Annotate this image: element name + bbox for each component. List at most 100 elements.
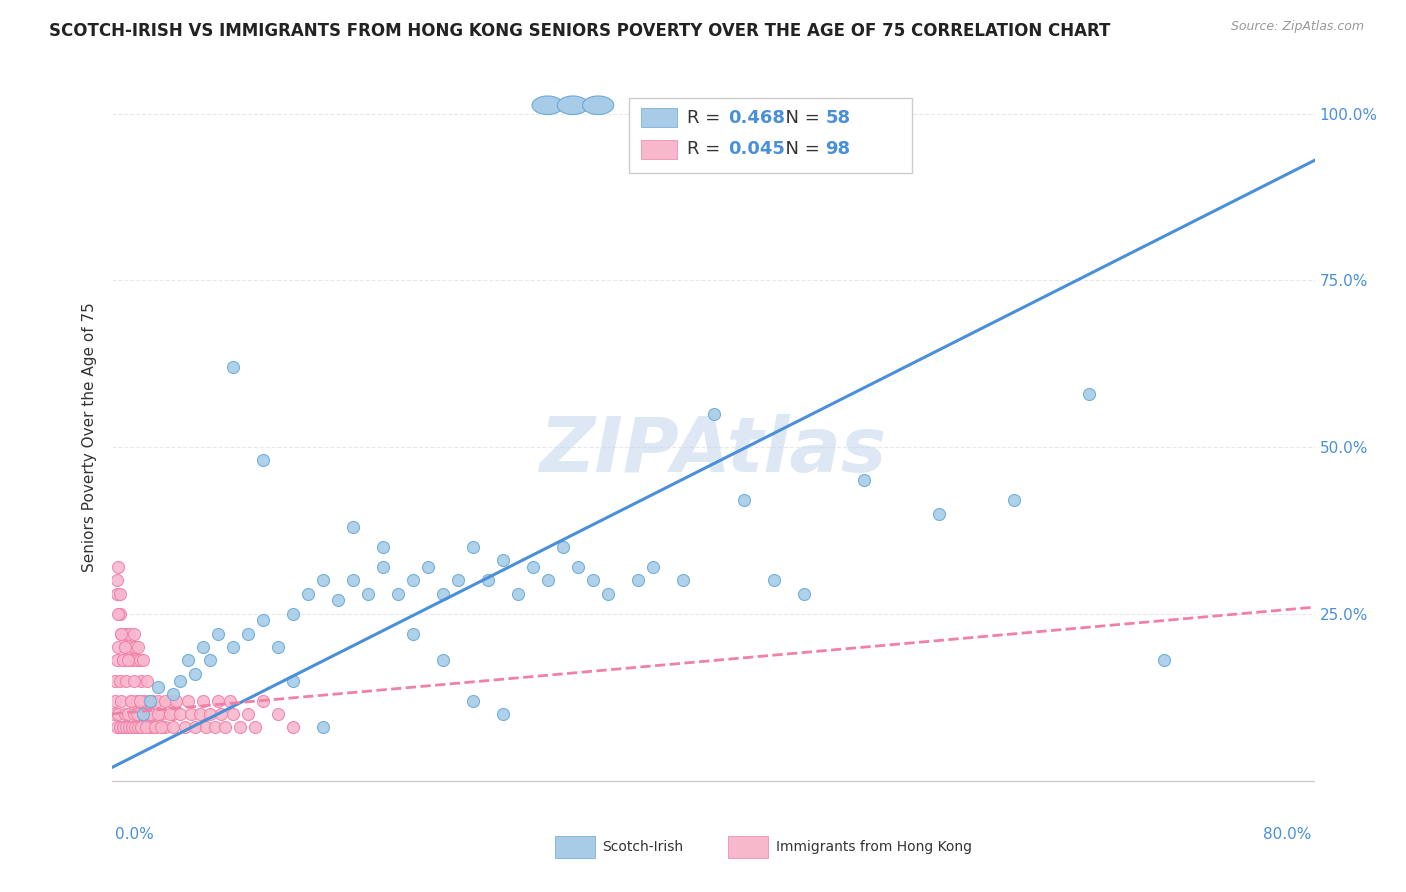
Point — [762, 574, 785, 588]
Point — [114, 640, 136, 655]
Point — [110, 627, 132, 641]
Point — [117, 653, 139, 667]
Point — [793, 587, 815, 601]
Point — [131, 706, 153, 721]
Point — [107, 640, 129, 655]
Point — [326, 593, 349, 607]
Text: N =: N = — [773, 109, 825, 127]
Point — [110, 627, 132, 641]
Point — [702, 407, 725, 421]
Point — [416, 560, 439, 574]
Y-axis label: Seniors Poverty Over the Age of 75: Seniors Poverty Over the Age of 75 — [82, 302, 97, 572]
Point — [146, 680, 169, 694]
Point — [194, 720, 217, 734]
Point — [107, 706, 129, 721]
Point — [222, 640, 245, 655]
Point — [733, 493, 755, 508]
Point — [252, 693, 274, 707]
Point — [461, 540, 484, 554]
Text: 58: 58 — [825, 109, 851, 127]
Point — [104, 693, 127, 707]
Point — [342, 574, 364, 588]
Point — [852, 474, 875, 488]
Point — [128, 706, 150, 721]
Point — [162, 706, 184, 721]
Point — [136, 673, 159, 688]
Point — [139, 706, 162, 721]
Point — [107, 560, 129, 574]
Text: N =: N = — [773, 141, 825, 159]
Point — [236, 627, 259, 641]
Point — [128, 693, 150, 707]
Point — [180, 706, 202, 721]
Point — [191, 640, 214, 655]
Point — [111, 653, 134, 667]
Point — [281, 720, 304, 734]
Point — [114, 640, 136, 655]
Point — [146, 706, 169, 721]
Point — [146, 693, 169, 707]
Point — [105, 720, 128, 734]
Text: 80.0%: 80.0% — [1264, 827, 1312, 841]
Point — [108, 587, 131, 601]
Point — [198, 653, 221, 667]
Point — [103, 706, 125, 721]
Point — [162, 687, 184, 701]
Point — [252, 614, 274, 628]
Point — [117, 706, 139, 721]
Point — [118, 720, 141, 734]
Point — [105, 653, 128, 667]
Point — [124, 640, 146, 655]
Point — [118, 627, 141, 641]
Point — [387, 587, 409, 601]
Point — [1078, 386, 1101, 401]
Point — [461, 693, 484, 707]
Text: Immigrants from Hong Kong: Immigrants from Hong Kong — [776, 839, 972, 854]
Point — [124, 720, 146, 734]
Point — [120, 693, 142, 707]
Point — [184, 666, 207, 681]
Point — [143, 720, 166, 734]
Point — [128, 653, 150, 667]
Point — [111, 720, 134, 734]
Circle shape — [582, 96, 614, 114]
Point — [159, 706, 181, 721]
Point — [191, 693, 214, 707]
Point — [125, 693, 148, 707]
Point — [432, 587, 454, 601]
Point — [159, 693, 181, 707]
Point — [122, 673, 145, 688]
Point — [537, 574, 560, 588]
Point — [198, 706, 221, 721]
Point — [402, 574, 425, 588]
Point — [135, 706, 157, 721]
Point — [598, 587, 620, 601]
Point — [132, 693, 155, 707]
Point — [222, 706, 245, 721]
Point — [127, 640, 149, 655]
Point — [111, 653, 134, 667]
Point — [117, 653, 139, 667]
Point — [357, 587, 380, 601]
Point — [188, 706, 211, 721]
Point — [176, 693, 198, 707]
Point — [129, 720, 152, 734]
Point — [553, 540, 575, 554]
Point — [108, 673, 131, 688]
Point — [169, 673, 191, 688]
Point — [165, 693, 187, 707]
Text: 0.045: 0.045 — [728, 141, 785, 159]
Point — [149, 706, 172, 721]
Text: R =: R = — [688, 141, 725, 159]
Point — [218, 693, 240, 707]
Point — [447, 574, 470, 588]
Point — [492, 706, 515, 721]
Point — [141, 693, 163, 707]
Point — [627, 574, 650, 588]
Point — [131, 706, 153, 721]
Point — [267, 640, 290, 655]
Point — [432, 653, 454, 667]
Point — [371, 560, 394, 574]
FancyBboxPatch shape — [641, 108, 678, 127]
Point — [139, 693, 162, 707]
